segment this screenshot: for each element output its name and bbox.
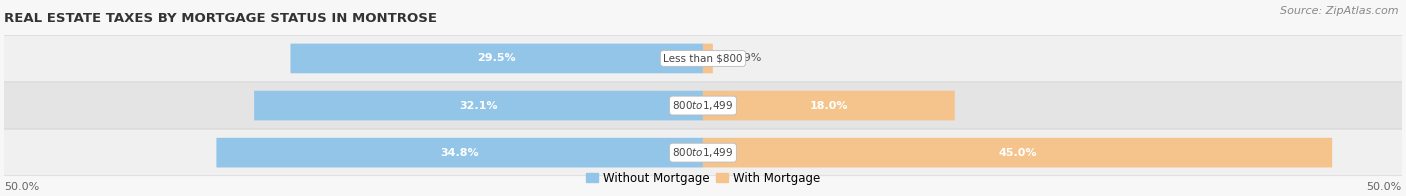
Text: 50.0%: 50.0% (1367, 182, 1402, 192)
FancyBboxPatch shape (703, 91, 955, 120)
Text: $800 to $1,499: $800 to $1,499 (672, 99, 734, 112)
Text: 0.69%: 0.69% (727, 54, 762, 64)
FancyBboxPatch shape (4, 35, 1402, 82)
Text: $800 to $1,499: $800 to $1,499 (672, 146, 734, 159)
FancyBboxPatch shape (4, 83, 1402, 129)
FancyBboxPatch shape (703, 138, 1331, 167)
Text: 32.1%: 32.1% (460, 101, 498, 111)
Legend: Without Mortgage, With Mortgage: Without Mortgage, With Mortgage (581, 167, 825, 189)
FancyBboxPatch shape (703, 44, 713, 73)
Text: Less than $800: Less than $800 (664, 54, 742, 64)
Text: Source: ZipAtlas.com: Source: ZipAtlas.com (1281, 6, 1399, 16)
Text: 34.8%: 34.8% (440, 148, 479, 158)
FancyBboxPatch shape (4, 130, 1402, 176)
FancyBboxPatch shape (291, 44, 703, 73)
FancyBboxPatch shape (254, 91, 703, 120)
Text: 29.5%: 29.5% (478, 54, 516, 64)
Text: REAL ESTATE TAXES BY MORTGAGE STATUS IN MONTROSE: REAL ESTATE TAXES BY MORTGAGE STATUS IN … (4, 12, 437, 25)
Text: 45.0%: 45.0% (998, 148, 1036, 158)
FancyBboxPatch shape (217, 138, 703, 167)
Text: 50.0%: 50.0% (4, 182, 39, 192)
Text: 18.0%: 18.0% (810, 101, 848, 111)
